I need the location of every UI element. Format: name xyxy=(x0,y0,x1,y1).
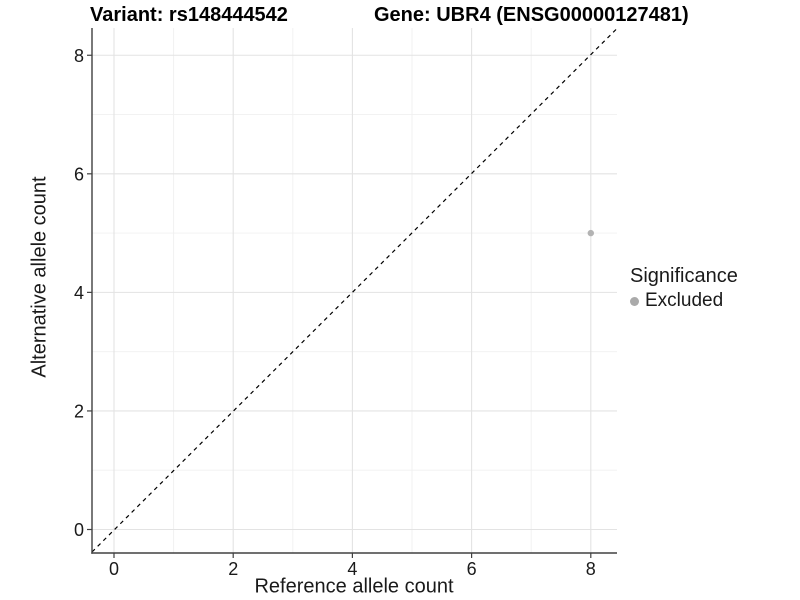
data-point xyxy=(587,229,594,237)
x-axis-title: Reference allele count xyxy=(254,575,454,598)
y-axis-title: Alternative allele count xyxy=(28,176,51,378)
plot-title-gene: Gene: UBR4 (ENSG00000127481) xyxy=(374,4,689,26)
y-tick-label: 2 xyxy=(74,401,84,421)
x-tick-label: 0 xyxy=(109,559,119,579)
legend-title: Significance xyxy=(630,265,738,287)
y-tick-label: 4 xyxy=(74,283,84,303)
legend-entry-excluded: Excluded xyxy=(630,290,738,312)
legend-point-icon xyxy=(630,296,639,306)
x-tick-label: 2 xyxy=(228,559,238,579)
legend-entry-label: Excluded xyxy=(645,290,724,311)
y-tick-label: 8 xyxy=(74,46,84,66)
y-tick-label: 0 xyxy=(74,520,84,540)
x-tick-label: 6 xyxy=(467,559,477,579)
x-tick-label: 8 xyxy=(586,559,596,579)
legend: Significance Excluded xyxy=(630,265,738,312)
x-tick-label: 4 xyxy=(347,559,357,579)
y-tick-label: 6 xyxy=(74,164,84,184)
plot-title-variant: Variant: rs148444542 xyxy=(90,4,288,26)
identity-line xyxy=(91,27,618,553)
